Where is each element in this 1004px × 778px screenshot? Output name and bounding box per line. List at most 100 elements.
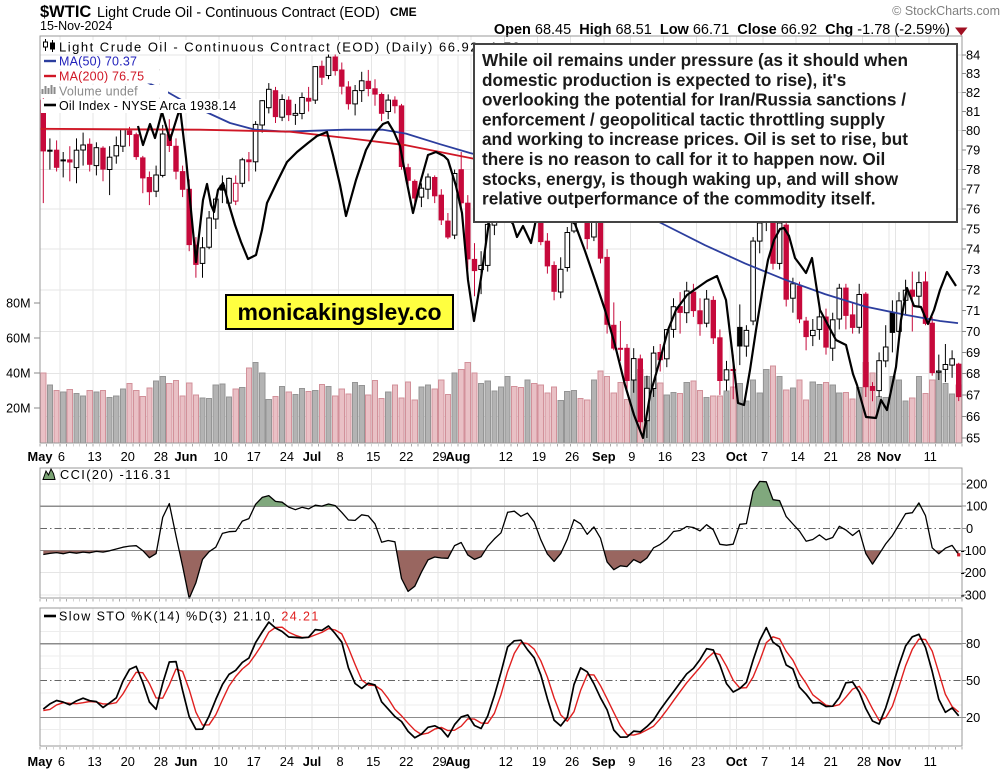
svg-text:28: 28 bbox=[857, 449, 871, 464]
svg-text:29: 29 bbox=[432, 449, 446, 464]
svg-text:75: 75 bbox=[966, 222, 980, 237]
svg-text:28: 28 bbox=[154, 449, 168, 464]
svg-text:and working to increase prices: and working to increase prices. Oil is s… bbox=[482, 129, 908, 149]
svg-text:28: 28 bbox=[154, 754, 168, 769]
svg-text:82: 82 bbox=[966, 85, 980, 100]
svg-text:7: 7 bbox=[761, 449, 768, 464]
svg-text:10: 10 bbox=[213, 754, 227, 769]
svg-text:7: 7 bbox=[761, 754, 768, 769]
svg-text:77: 77 bbox=[966, 182, 980, 197]
svg-text:22: 22 bbox=[399, 449, 413, 464]
svg-text:20: 20 bbox=[121, 754, 135, 769]
svg-text:69: 69 bbox=[966, 345, 980, 360]
svg-text:8: 8 bbox=[336, 449, 343, 464]
svg-text:74: 74 bbox=[966, 242, 980, 257]
svg-text:Slow STO %K(14) %D(3) 21.10, 2: Slow STO %K(14) %D(3) 21.10, 24.21 bbox=[59, 610, 320, 624]
svg-text:24: 24 bbox=[280, 449, 294, 464]
svg-text:21: 21 bbox=[824, 754, 838, 769]
svg-text:While oil remains under pressu: While oil remains under pressure (as it … bbox=[482, 50, 908, 70]
svg-text:28: 28 bbox=[857, 754, 871, 769]
svg-text:Oct: Oct bbox=[726, 449, 748, 464]
svg-text:78: 78 bbox=[966, 162, 980, 177]
svg-text:67: 67 bbox=[966, 387, 980, 402]
svg-text:May: May bbox=[28, 449, 54, 464]
svg-text:65: 65 bbox=[966, 431, 980, 446]
svg-text:Light Crude Oil - Continuous C: Light Crude Oil - Continuous Contract (E… bbox=[59, 40, 521, 55]
svg-text:14: 14 bbox=[791, 754, 805, 769]
svg-text:83: 83 bbox=[966, 66, 980, 81]
svg-text:6: 6 bbox=[58, 449, 65, 464]
svg-text:-200: -200 bbox=[961, 565, 987, 580]
svg-text:Jun: Jun bbox=[175, 449, 198, 464]
svg-text:20: 20 bbox=[121, 449, 135, 464]
svg-text:monicakingsley.co: monicakingsley.co bbox=[237, 299, 441, 325]
svg-text:MA(50) 70.37: MA(50) 70.37 bbox=[59, 55, 137, 69]
svg-text:15: 15 bbox=[366, 754, 380, 769]
svg-text:23: 23 bbox=[691, 754, 705, 769]
svg-text:9: 9 bbox=[628, 754, 635, 769]
svg-text:12: 12 bbox=[499, 754, 513, 769]
svg-text:79: 79 bbox=[966, 143, 980, 158]
svg-text:16: 16 bbox=[658, 449, 672, 464]
svg-text:68: 68 bbox=[966, 366, 980, 381]
svg-text:23: 23 bbox=[691, 449, 705, 464]
svg-text:80: 80 bbox=[966, 636, 980, 651]
svg-text:29: 29 bbox=[432, 754, 446, 769]
svg-text:MA(200) 76.75: MA(200) 76.75 bbox=[59, 70, 144, 84]
svg-text:72: 72 bbox=[966, 283, 980, 298]
svg-text:71: 71 bbox=[966, 303, 980, 318]
svg-text:stocks, energy, is though waki: stocks, energy, is though waking up, and… bbox=[482, 169, 899, 189]
svg-text:17: 17 bbox=[247, 754, 261, 769]
svg-text:Volume undef: Volume undef bbox=[59, 85, 138, 99]
svg-text:Open 68.45 High 68.51 Low 66: Open 68.45 High 68.51 Low 66.71 Close 66… bbox=[494, 22, 950, 38]
svg-text:50: 50 bbox=[966, 673, 980, 688]
svg-text:CME: CME bbox=[390, 5, 417, 19]
svg-text:13: 13 bbox=[87, 754, 101, 769]
svg-text:Jul: Jul bbox=[303, 449, 322, 464]
svg-text:21: 21 bbox=[824, 449, 838, 464]
svg-text:66: 66 bbox=[966, 409, 980, 424]
svg-text:22: 22 bbox=[399, 754, 413, 769]
svg-text:15-Nov-2024: 15-Nov-2024 bbox=[40, 19, 112, 33]
svg-text:domestic production is expecte: domestic production is expected to rise)… bbox=[482, 70, 846, 90]
svg-text:enforcement / geopolitical tac: enforcement / geopolitical tactic thrott… bbox=[482, 109, 885, 129]
svg-text:19: 19 bbox=[532, 754, 546, 769]
svg-text:May: May bbox=[28, 754, 54, 769]
svg-text:76: 76 bbox=[966, 202, 980, 217]
svg-text:20: 20 bbox=[966, 710, 980, 725]
svg-text:0: 0 bbox=[966, 521, 973, 536]
svg-text:Aug: Aug bbox=[445, 449, 470, 464]
svg-text:CCI(20) -116.31: CCI(20) -116.31 bbox=[60, 467, 172, 482]
svg-text:Oct: Oct bbox=[726, 754, 748, 769]
svg-text:11: 11 bbox=[924, 449, 937, 464]
svg-text:24: 24 bbox=[280, 754, 294, 769]
svg-text:14: 14 bbox=[791, 449, 805, 464]
svg-text:Oil Index - NYSE Arca 1938.14: Oil Index - NYSE Arca 1938.14 bbox=[59, 99, 236, 113]
svg-text:70: 70 bbox=[966, 324, 980, 339]
svg-text:relative outperformance of the: relative outperformance of the commodity… bbox=[482, 189, 875, 209]
svg-text:9: 9 bbox=[628, 449, 635, 464]
svg-text:80M: 80M bbox=[6, 297, 30, 311]
svg-text:Jul: Jul bbox=[303, 754, 322, 769]
svg-text:26: 26 bbox=[565, 449, 579, 464]
svg-text:Nov: Nov bbox=[877, 754, 902, 769]
svg-text:73: 73 bbox=[966, 262, 980, 277]
svg-text:10: 10 bbox=[213, 449, 227, 464]
svg-text:40M: 40M bbox=[6, 367, 30, 381]
svg-text:80: 80 bbox=[966, 123, 980, 138]
svg-text:there is no reason to call for: there is no reason to call for it to hap… bbox=[482, 149, 885, 169]
svg-text:200: 200 bbox=[966, 477, 987, 492]
svg-text:6: 6 bbox=[58, 754, 65, 769]
svg-text:15: 15 bbox=[366, 449, 380, 464]
svg-text:Nov: Nov bbox=[877, 449, 902, 464]
svg-text:13: 13 bbox=[87, 449, 101, 464]
svg-text:81: 81 bbox=[966, 104, 980, 119]
svg-text:Aug: Aug bbox=[445, 754, 470, 769]
svg-text:60M: 60M bbox=[6, 332, 30, 346]
svg-text:20M: 20M bbox=[6, 402, 30, 416]
svg-text:8: 8 bbox=[336, 754, 343, 769]
svg-text:-300: -300 bbox=[961, 587, 987, 602]
svg-text:overlooking the potential for: overlooking the potential for Iran/Russi… bbox=[482, 90, 906, 110]
svg-text:© StockCharts.com: © StockCharts.com bbox=[892, 4, 1000, 18]
svg-text:Jun: Jun bbox=[175, 754, 198, 769]
